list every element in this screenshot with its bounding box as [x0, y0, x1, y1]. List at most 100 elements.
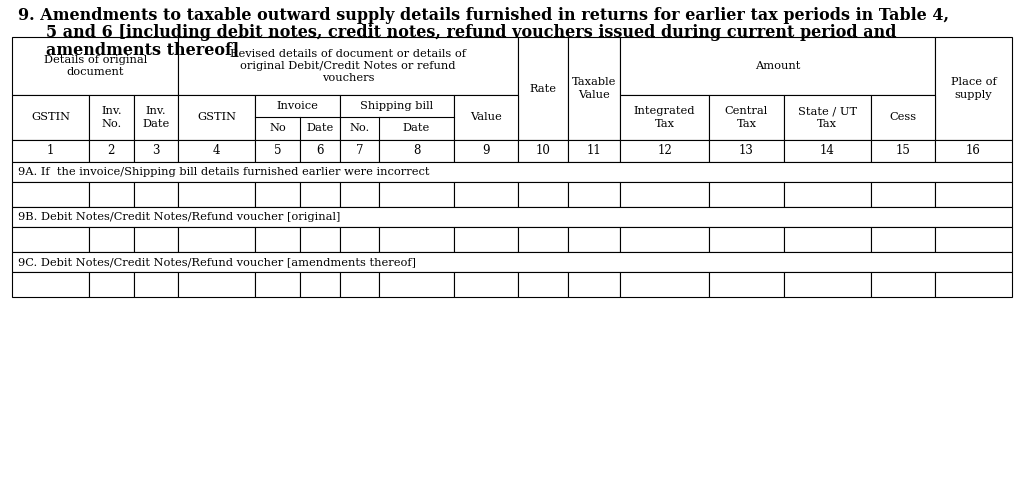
Bar	[783, 227, 870, 252]
Text: 9C. Debit Notes/Credit Notes/Refund voucher [amendments thereof]: 9C. Debit Notes/Credit Notes/Refund vouc…	[18, 257, 416, 267]
Text: Value: Value	[470, 112, 502, 122]
Bar	[783, 272, 870, 297]
Text: amendments thereof]: amendments thereof]	[46, 41, 240, 58]
Bar	[620, 37, 935, 95]
Bar	[935, 37, 1012, 140]
Bar	[518, 182, 568, 207]
Bar	[620, 95, 710, 140]
Bar	[379, 182, 454, 207]
Bar	[518, 37, 568, 140]
Bar	[89, 227, 133, 252]
Text: State / UT
Tax: State / UT Tax	[798, 106, 857, 129]
Text: 3: 3	[153, 145, 160, 158]
Bar	[568, 272, 620, 297]
Text: 10: 10	[536, 145, 551, 158]
Bar	[255, 182, 300, 207]
Text: 5 and 6 [including debit notes, credit notes, refund vouchers issued during curr: 5 and 6 [including debit notes, credit n…	[46, 24, 896, 41]
Bar	[568, 227, 620, 252]
Bar	[568, 37, 620, 140]
Bar	[178, 37, 518, 95]
Text: Rate: Rate	[529, 83, 556, 93]
Text: 15: 15	[895, 145, 910, 158]
Text: 6: 6	[316, 145, 324, 158]
Bar	[12, 95, 89, 140]
Text: Date: Date	[402, 123, 430, 133]
Text: 9A. If  the invoice/Shipping bill details furnished earlier were incorrect: 9A. If the invoice/Shipping bill details…	[18, 167, 429, 177]
Bar	[178, 140, 255, 162]
Bar	[133, 182, 178, 207]
Bar	[870, 272, 935, 297]
Bar	[255, 272, 300, 297]
Text: 12: 12	[657, 145, 672, 158]
Bar	[518, 140, 568, 162]
Bar	[178, 95, 255, 140]
Bar	[12, 140, 89, 162]
Text: Details of original
document: Details of original document	[43, 55, 146, 77]
Text: 8: 8	[413, 145, 420, 158]
Bar	[870, 140, 935, 162]
Bar	[620, 140, 710, 162]
Text: Shipping bill: Shipping bill	[360, 101, 433, 111]
Bar	[710, 182, 783, 207]
Bar	[12, 252, 1012, 272]
Bar	[620, 182, 710, 207]
Bar	[340, 182, 379, 207]
Bar	[783, 140, 870, 162]
Bar	[620, 272, 710, 297]
Bar	[379, 140, 454, 162]
Bar	[89, 140, 133, 162]
Bar	[340, 272, 379, 297]
Bar	[12, 207, 1012, 227]
Bar	[454, 227, 518, 252]
Bar	[518, 227, 568, 252]
Bar	[935, 227, 1012, 252]
Bar	[710, 272, 783, 297]
Bar	[12, 227, 89, 252]
Text: Amount: Amount	[755, 61, 800, 71]
Bar	[454, 95, 518, 140]
Text: 9. Amendments to taxable outward supply details furnished in returns for earlier: 9. Amendments to taxable outward supply …	[18, 7, 949, 24]
Bar	[133, 140, 178, 162]
Bar	[935, 140, 1012, 162]
Bar	[454, 272, 518, 297]
Text: GSTIN: GSTIN	[31, 112, 70, 122]
Text: Taxable
Value: Taxable Value	[571, 78, 616, 100]
Text: 9: 9	[482, 145, 489, 158]
Bar	[783, 95, 870, 140]
Text: 16: 16	[966, 145, 981, 158]
Bar	[300, 140, 340, 162]
Text: 14: 14	[819, 145, 835, 158]
Bar	[255, 95, 340, 140]
Bar	[870, 95, 935, 140]
Bar	[133, 272, 178, 297]
Text: Revised details of document or details of
original Debit/Credit Notes or refund
: Revised details of document or details o…	[230, 49, 466, 83]
Bar	[12, 162, 1012, 182]
Bar	[12, 272, 89, 297]
Bar	[454, 182, 518, 207]
Text: Inv.
No.: Inv. No.	[101, 106, 122, 129]
Bar	[12, 182, 89, 207]
Bar	[935, 272, 1012, 297]
Text: GSTIN: GSTIN	[198, 112, 237, 122]
Bar	[568, 182, 620, 207]
Text: Inv.
Date: Inv. Date	[142, 106, 170, 129]
Bar	[518, 272, 568, 297]
Text: Integrated
Tax: Integrated Tax	[634, 106, 695, 129]
Text: 9B. Debit Notes/Credit Notes/Refund voucher [original]: 9B. Debit Notes/Credit Notes/Refund vouc…	[18, 212, 340, 222]
Bar	[340, 95, 454, 140]
Bar	[178, 182, 255, 207]
Bar	[620, 227, 710, 252]
Text: Date: Date	[306, 123, 334, 133]
Text: 13: 13	[739, 145, 754, 158]
Bar	[783, 182, 870, 207]
Bar	[89, 182, 133, 207]
Text: 5: 5	[273, 145, 282, 158]
Bar	[255, 140, 300, 162]
Bar	[710, 227, 783, 252]
Bar	[178, 272, 255, 297]
Text: No: No	[269, 123, 286, 133]
Bar	[255, 227, 300, 252]
Text: 11: 11	[587, 145, 601, 158]
Text: 7: 7	[355, 145, 364, 158]
Bar	[568, 140, 620, 162]
